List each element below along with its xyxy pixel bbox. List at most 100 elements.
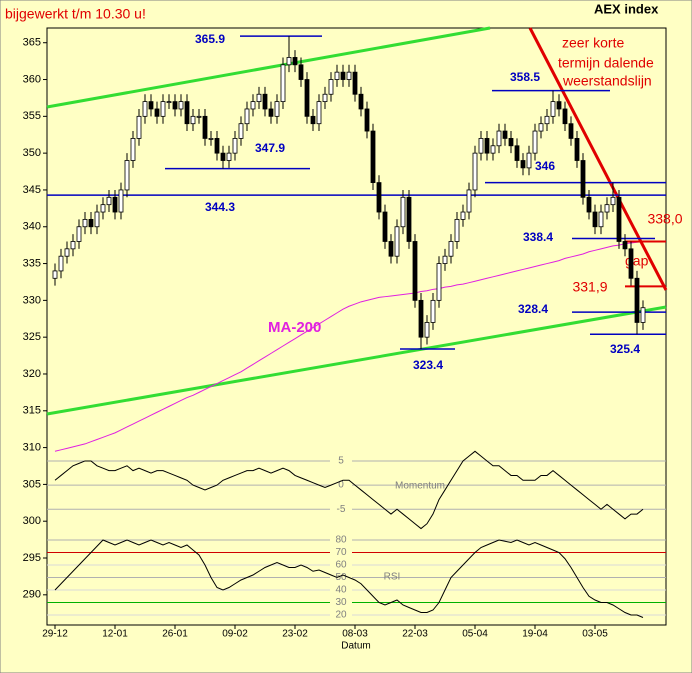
candle-body (484, 138, 490, 154)
candle-body (382, 211, 388, 242)
subtitle: bijgewerkt t/m 10.30 u! (5, 6, 146, 22)
candle-body (142, 101, 148, 117)
candle-body (472, 152, 478, 191)
candle-body (604, 204, 610, 213)
plot-frame (46, 27, 667, 626)
candle-body (268, 108, 274, 117)
candle-body (238, 123, 244, 139)
indicator-tick-label: 30 (335, 597, 347, 608)
candle-body (388, 241, 394, 257)
indicator-line (54, 539, 644, 618)
candle-body (220, 152, 226, 161)
ma-line (54, 240, 644, 452)
candle-body (76, 226, 82, 242)
candle-body (286, 57, 292, 66)
candle-body (568, 123, 574, 139)
candle-body (178, 101, 184, 110)
candle-body (418, 299, 424, 338)
candle-body (592, 211, 598, 228)
candle-body (118, 189, 124, 213)
x-tick-label: 12-01 (102, 629, 128, 640)
candle-body (154, 108, 160, 117)
candle-body (400, 196, 406, 228)
candle-body (640, 307, 646, 323)
indicator-tick-label: 40 (335, 585, 347, 596)
x-tick-label: 05-04 (462, 629, 488, 640)
indicator-tick-label: -5 (337, 504, 346, 515)
x-tick-label: 23-02 (282, 629, 308, 640)
candle-body (304, 79, 310, 117)
candle-body (616, 196, 622, 242)
x-tick-label: 08-03 (342, 629, 368, 640)
candle-body (634, 277, 640, 323)
y-tick-label: 310 (23, 441, 41, 453)
annotation: gap (625, 253, 649, 269)
candle-body (502, 130, 508, 139)
annotation: weerstandslijn (562, 73, 652, 89)
level-label: 365.9 (195, 32, 225, 46)
candle-body (58, 255, 64, 272)
y-tick-label: 340 (23, 221, 41, 233)
candle-body (94, 211, 100, 228)
candle-body (100, 204, 106, 213)
label-bg (330, 585, 352, 595)
candle-body (328, 79, 334, 95)
candle-body (514, 145, 520, 161)
candle-body (262, 93, 268, 110)
candle-body (532, 130, 538, 154)
candle-body (364, 108, 370, 132)
candle-body (610, 196, 616, 206)
y-tick-label: 350 (23, 147, 41, 159)
x-tick-label: 22-03 (402, 629, 428, 640)
y-tick-label: 320 (23, 368, 41, 380)
candle-body (430, 299, 436, 323)
candle-body (376, 182, 382, 213)
candle-body (136, 115, 142, 139)
candle-body (412, 241, 418, 301)
candle-body (346, 71, 352, 80)
indicator-name: Momentum (395, 481, 445, 492)
label-bg (330, 504, 352, 515)
indicator-tick-label: 70 (335, 547, 347, 558)
candle-body (208, 138, 214, 140)
indicator-tick-label: 50 (335, 572, 347, 583)
level-label: 344.3 (205, 200, 235, 214)
indicator-tick-label: 80 (335, 535, 347, 546)
candle-body (340, 71, 346, 80)
candle-body (334, 71, 340, 80)
candle-body (448, 241, 454, 257)
candle-body (214, 138, 220, 154)
trend-line (46, 26, 491, 109)
annotation: termijn dalende (558, 55, 654, 71)
candle-body (160, 101, 166, 117)
candle-body (526, 152, 532, 169)
candle-body (316, 101, 322, 125)
candle-body (226, 152, 232, 161)
y-tick-label: 305 (23, 478, 41, 490)
level-label: 331,9 (572, 279, 607, 295)
candle-body (256, 93, 262, 103)
candle-body (130, 138, 136, 161)
candle-body (88, 218, 94, 228)
candle-body (322, 93, 328, 103)
candle-body (424, 322, 430, 338)
candle-body (352, 71, 358, 95)
candle-body (274, 101, 280, 117)
y-tick-label: 300 (23, 515, 41, 527)
candle-body (478, 138, 484, 154)
label-bg (330, 455, 352, 466)
label-bg (330, 480, 352, 491)
level-label: 338,0 (647, 211, 682, 227)
y-tick-label: 330 (23, 294, 41, 306)
candle-body (106, 196, 112, 206)
y-tick-label: 315 (23, 405, 41, 417)
y-tick-label: 345 (23, 184, 41, 196)
y-tick-label: 335 (23, 257, 41, 269)
candle-body (460, 211, 466, 220)
label-bg (330, 560, 352, 570)
candle-body (244, 108, 250, 125)
candle-body (436, 263, 442, 301)
candle-body (550, 101, 556, 117)
